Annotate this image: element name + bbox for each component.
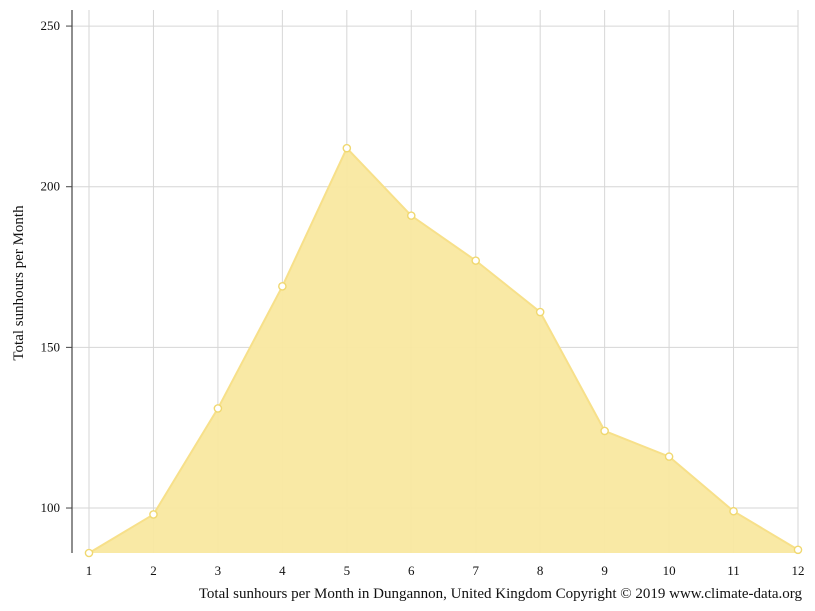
data-point-11 — [729, 506, 738, 516]
x-tick-label-1: 1 — [86, 563, 93, 578]
x-tick-label-6: 6 — [408, 563, 415, 578]
data-point-5 — [342, 143, 352, 153]
y-tick-label-100: 100 — [41, 500, 61, 515]
axes — [66, 10, 73, 553]
x-tick-label-11: 11 — [727, 563, 740, 578]
x-tick-label-7: 7 — [472, 563, 479, 578]
data-point-2 — [149, 510, 158, 519]
x-tick-label-3: 3 — [215, 563, 222, 578]
data-point-1 — [84, 548, 94, 558]
y-tick-label-250: 250 — [41, 18, 61, 33]
data-point-9 — [600, 426, 609, 436]
x-tick-label-4: 4 — [279, 563, 286, 578]
x-tick-label-12: 12 — [792, 563, 805, 578]
x-tick-label-8: 8 — [537, 563, 544, 578]
data-point-4 — [278, 282, 287, 291]
x-tick-label-5: 5 — [344, 563, 351, 578]
y-tick-label-200: 200 — [41, 179, 61, 194]
sunhours-line — [88, 146, 799, 554]
x-tick-label-10: 10 — [663, 563, 676, 578]
data-point-8 — [535, 307, 545, 317]
data-points — [84, 143, 803, 558]
data-point-7 — [471, 256, 481, 265]
y-axis-label: Total sunhours per Month — [11, 205, 27, 361]
series-area — [88, 146, 799, 554]
y-tick-label-150: 150 — [41, 339, 61, 354]
x-tick-label-2: 2 — [150, 563, 157, 578]
sunhours-area — [89, 148, 798, 553]
data-point-12 — [793, 545, 803, 555]
data-point-3 — [213, 404, 223, 413]
data-point-6 — [406, 211, 416, 220]
x-tick-label-9: 9 — [601, 563, 608, 578]
data-point-10 — [664, 452, 674, 461]
chart-caption: Total sunhours per Month in Dungannon, U… — [199, 586, 803, 602]
